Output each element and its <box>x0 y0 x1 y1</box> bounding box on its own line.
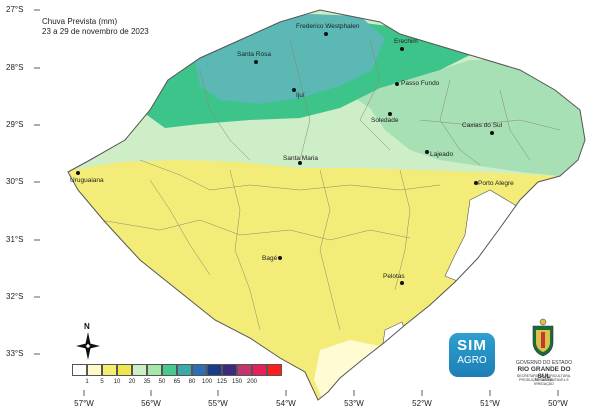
city-dot <box>400 47 404 51</box>
legend-label: 200 <box>246 379 258 385</box>
legend-label: 1 <box>85 379 89 385</box>
city-dot <box>292 88 296 92</box>
north-arrow <box>76 332 100 360</box>
lon-label: 56°W <box>141 399 161 408</box>
legend-swatch <box>267 364 282 376</box>
state-border <box>67 9 586 401</box>
zone-5-10mm <box>314 340 380 398</box>
city-label-erechim: Erechim <box>394 38 418 45</box>
city-label-lajeado: Lajeado <box>430 151 454 158</box>
lon-label: 50°W <box>548 399 568 408</box>
city-label-santa-rosa: Santa Rosa <box>237 51 271 58</box>
gov-line-2: RIO GRANDE DO SUL <box>517 366 571 380</box>
city-dot <box>254 60 258 64</box>
region-boundaries <box>99 39 561 331</box>
legend-label: 125 <box>216 379 228 385</box>
lat-label: 31°S <box>6 235 24 244</box>
gov-line-3: SECRETARIA DA AGRICULTURA, PECUÁRIA, <box>516 374 572 382</box>
city-label-passo-fundo: Passo Fundo <box>401 80 440 87</box>
legend-swatch <box>72 364 87 376</box>
map-date-range: 23 a 29 de novembro de 2023 <box>42 27 149 36</box>
legend-label: 100 <box>201 379 213 385</box>
city-label-soledade: Soledade <box>371 117 399 124</box>
north-label: N <box>84 322 90 331</box>
legend-swatch <box>237 364 252 376</box>
legend-label: 80 <box>188 379 196 385</box>
gov-line-1: GOVERNO DO ESTADO <box>515 360 573 366</box>
legend-label: 50 <box>158 379 166 385</box>
lat-label: 30°S <box>6 177 24 186</box>
legend-swatch <box>192 364 207 376</box>
city-dot <box>324 32 328 36</box>
legend-swatch <box>207 364 222 376</box>
city-dot <box>425 150 429 154</box>
city-dot <box>395 82 399 86</box>
city-dot <box>400 281 404 285</box>
legend-swatch <box>102 364 117 376</box>
lat-label: 33°S <box>6 349 24 358</box>
lon-label: 54°W <box>276 399 296 408</box>
lon-label: 53°W <box>344 399 364 408</box>
city-label-bage: Bagé <box>262 255 278 262</box>
legend-label: 65 <box>173 379 181 385</box>
lat-label: 29°S <box>6 120 24 129</box>
legend-label: 5 <box>100 379 104 385</box>
zone-35-50mm <box>330 60 585 180</box>
logo-agro-text: AGRO <box>457 355 487 366</box>
city-dots <box>76 32 494 285</box>
lon-label: 55°W <box>208 399 228 408</box>
sim-agro-logo: SIM AGRO <box>449 333 495 377</box>
city-dot <box>76 171 80 175</box>
city-dot <box>278 256 282 260</box>
city-dot <box>298 161 302 165</box>
city-label-uruguaiana: Uruguaiana <box>70 177 104 184</box>
legend-swatch <box>147 364 162 376</box>
city-label-frederico-westphalen: Frederico Westphalen <box>296 23 360 30</box>
city-label-santa-maria: Santa Maria <box>283 155 319 162</box>
lon-label: 57°W <box>74 399 94 408</box>
lat-label: 32°S <box>6 292 24 301</box>
lat-label: 28°S <box>6 63 24 72</box>
map-title: Chuva Prevista (mm) <box>42 17 118 26</box>
lon-label: 51°W <box>480 399 500 408</box>
axis-ticks <box>34 9 559 396</box>
city-label-caxias-do-sul: Caxias do Sul <box>462 122 503 129</box>
legend-swatch <box>177 364 192 376</box>
city-label-porto-alegre: Porto Alegre <box>478 180 514 187</box>
gov-line-4: PRODUÇÃO SUSTENTÁVEL E IRRIGAÇÃO <box>519 378 569 386</box>
legend-label: 150 <box>231 379 243 385</box>
lon-label: 52°W <box>412 399 432 408</box>
legend-swatch <box>117 364 132 376</box>
city-label-ijui: Ijuí <box>296 92 305 99</box>
rs-crest-icon <box>532 318 554 357</box>
legend-swatch <box>162 364 177 376</box>
legend-label: 35 <box>143 379 151 385</box>
city-dot <box>490 131 494 135</box>
city-dot <box>474 181 478 185</box>
legend-swatch <box>132 364 147 376</box>
logo-sim-text: SIM <box>457 337 487 354</box>
legend-label: 10 <box>113 379 121 385</box>
legend-label: 20 <box>128 379 136 385</box>
legend-swatch <box>252 364 267 376</box>
city-dot <box>388 112 392 116</box>
legend-swatch <box>87 364 102 376</box>
lat-label: 27°S <box>6 5 24 14</box>
legend-swatch <box>222 364 237 376</box>
city-label-pelotas: Pelotas <box>383 273 405 280</box>
